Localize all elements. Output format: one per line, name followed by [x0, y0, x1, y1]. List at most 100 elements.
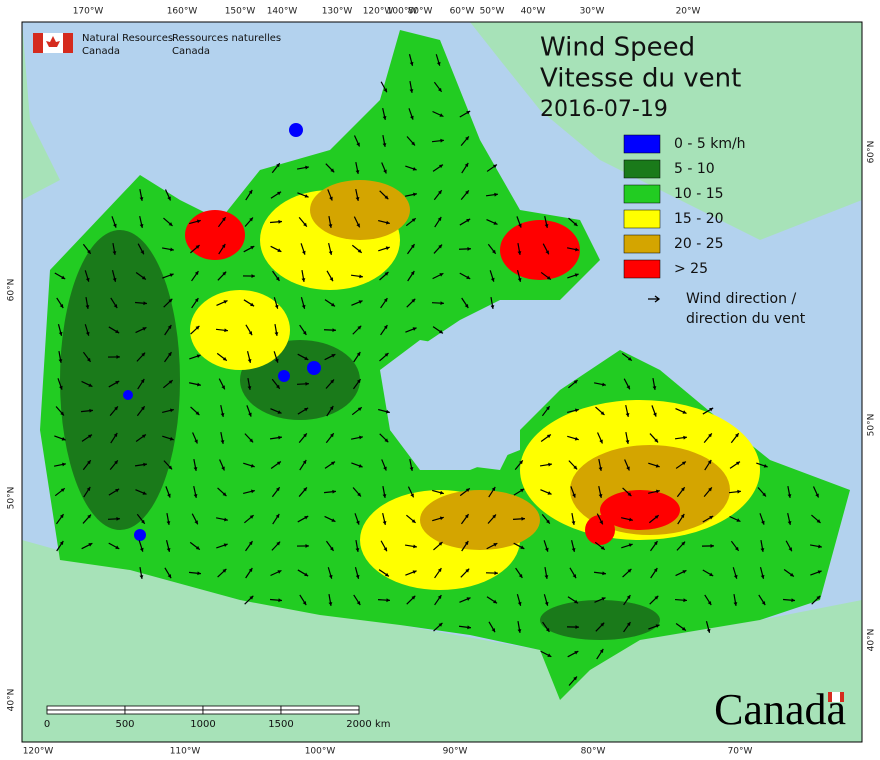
- wind-arrow-head: [141, 352, 146, 357]
- nrcan-logo: [33, 33, 73, 53]
- wind-arrow-head: [221, 385, 225, 390]
- wind-arrow-head: [384, 353, 389, 357]
- wind-arrow-head: [356, 601, 361, 606]
- graticule-label: 50°N: [867, 414, 877, 437]
- wind-arrow-head: [709, 407, 714, 412]
- wind-arrow-head: [113, 304, 118, 309]
- wind-arrow-head: [357, 249, 362, 253]
- wind-arrow-head: [382, 143, 387, 147]
- wind-arrow-head: [436, 61, 441, 66]
- frame-border: [21, 21, 863, 743]
- zone-20-25: [310, 180, 410, 240]
- wind-arrow-head: [546, 275, 551, 280]
- wind-arrow-head: [493, 543, 498, 547]
- wind-arrow-head: [139, 547, 144, 552]
- wind-arrow-head: [383, 169, 387, 174]
- graticule-label: 130°W: [322, 7, 353, 17]
- wind-arrow-head: [59, 540, 64, 545]
- wind-arrow-head: [167, 352, 172, 357]
- wind-arrow-head: [383, 466, 387, 471]
- wind-arrow-head: [358, 300, 363, 304]
- graticule-label: 100°W: [305, 747, 336, 757]
- wind-arrow-head: [652, 386, 657, 390]
- wind-arrow-head: [141, 434, 146, 439]
- wind-arrow-head: [680, 487, 685, 492]
- wind-arrow-head: [329, 546, 334, 551]
- wind-arrow-head: [304, 194, 309, 198]
- wind-arrow-head: [85, 331, 90, 336]
- wind-arrow-head: [599, 439, 603, 444]
- wind-arrow-head: [303, 487, 307, 492]
- wind-zones: [60, 123, 760, 640]
- wind-arrow-head: [166, 521, 171, 525]
- wind-arrow-head: [331, 518, 336, 522]
- wind-arrow-head: [439, 516, 444, 521]
- graticule-label: 160°W: [167, 7, 198, 17]
- zone-over-25: [600, 490, 680, 530]
- wind-arrow-head: [249, 438, 254, 443]
- wind-arrow-head: [302, 459, 307, 464]
- wind-arrow-head: [139, 575, 144, 579]
- wind-arrow-head: [112, 277, 117, 282]
- scale-segment: [202, 709, 282, 715]
- graticule-label: 90°W: [443, 747, 468, 757]
- wind-arrow-head: [682, 570, 687, 574]
- org-name: Natural Resources: [82, 33, 173, 44]
- wind-arrow-head: [194, 298, 199, 303]
- wind-arrow-head: [409, 89, 414, 93]
- wind-arrow-head: [196, 354, 201, 359]
- wind-arrow-head: [194, 271, 199, 276]
- wind-arrow-head: [140, 250, 144, 255]
- wind-arrow-head: [168, 222, 173, 226]
- wind-arrow-head: [544, 601, 549, 606]
- wind-arrow-head: [707, 459, 712, 464]
- wind-arrow-head: [332, 489, 336, 494]
- wind-arrow-head: [467, 625, 471, 630]
- wind-arrow-head: [574, 436, 579, 441]
- legend-arrow-label: direction du vent: [686, 311, 806, 327]
- wind-arrow-head: [492, 249, 496, 254]
- wind-arrow-head: [59, 514, 64, 519]
- wind-arrow-head: [223, 300, 228, 304]
- legend-swatch: [623, 134, 661, 154]
- wind-arrow-head: [439, 490, 444, 495]
- zone-over-25: [185, 210, 245, 260]
- wind-arrow-head: [517, 277, 522, 282]
- wind-arrow-head: [761, 520, 765, 525]
- wind-arrow-head: [249, 515, 254, 519]
- legend-arrow-label: Wind direction /: [686, 291, 796, 307]
- zone-20-25: [420, 490, 540, 550]
- flag-band: [33, 33, 43, 53]
- wind-arrow-head: [546, 434, 551, 439]
- wind-arrow-head: [682, 410, 687, 414]
- wind-arrow-head: [598, 494, 603, 498]
- map-date: 2016-07-19: [540, 97, 668, 122]
- wind-arrow-head: [788, 547, 792, 552]
- wind-arrow-head: [220, 413, 225, 417]
- wind-arrow-head: [356, 379, 361, 384]
- legend-label: 20 - 25: [674, 236, 724, 252]
- wind-arrow-head: [464, 514, 469, 519]
- scale-unit: km: [375, 719, 391, 730]
- wind-arrow-head: [438, 244, 443, 249]
- wind-arrow-head: [409, 61, 414, 66]
- wind-arrow-head: [301, 278, 306, 282]
- wind-arrow-head: [547, 653, 552, 657]
- wind-arrow-head: [787, 521, 792, 525]
- wind-arrow-head: [734, 546, 739, 551]
- wind-arrow-head: [574, 273, 579, 277]
- wind-arrow-head: [735, 433, 739, 438]
- wind-arrow-head: [222, 568, 227, 573]
- zone-5-10: [540, 600, 660, 640]
- wind-arrow-head: [248, 541, 253, 546]
- graticule-label: 150°W: [225, 7, 256, 17]
- wind-arrow-head: [601, 597, 606, 601]
- flag-center: [832, 692, 840, 702]
- wind-arrow-head: [815, 493, 819, 498]
- wind-arrow-head: [88, 543, 93, 547]
- wind-arrow-head: [114, 406, 118, 411]
- zone-15-20: [190, 290, 290, 370]
- wind-arrow-head: [573, 465, 578, 470]
- wind-arrow-head: [383, 88, 387, 93]
- title-fr: Vitesse du vent: [540, 64, 741, 94]
